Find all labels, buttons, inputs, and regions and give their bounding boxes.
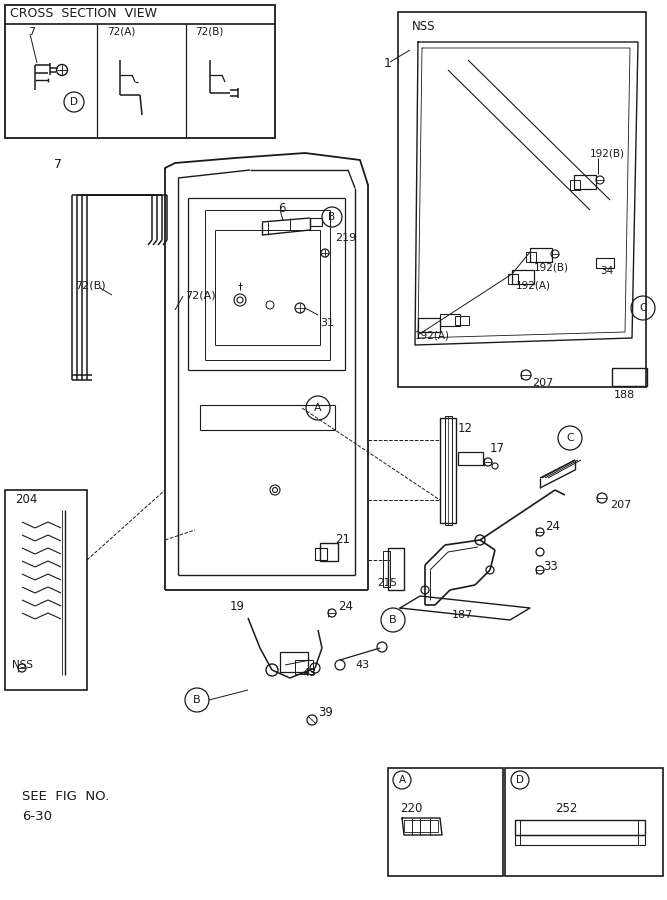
Text: 1: 1 <box>384 57 392 70</box>
Text: A: A <box>314 403 321 413</box>
Bar <box>418 318 440 332</box>
Bar <box>445 416 452 525</box>
Text: B: B <box>193 695 201 705</box>
Text: 24: 24 <box>338 600 353 613</box>
Text: 72(B): 72(B) <box>75 280 105 290</box>
Text: D: D <box>516 775 524 785</box>
Text: 204: 204 <box>15 493 37 506</box>
Bar <box>570 180 580 190</box>
Bar <box>388 548 404 590</box>
Text: 39: 39 <box>318 706 333 719</box>
Text: 192(B): 192(B) <box>590 148 625 158</box>
Text: 192(A): 192(A) <box>516 280 551 290</box>
Bar <box>512 270 534 284</box>
Text: 12: 12 <box>458 422 473 435</box>
Bar <box>388 768 503 876</box>
Bar <box>530 248 552 262</box>
Text: 220: 220 <box>400 802 422 815</box>
Text: 188: 188 <box>614 390 635 400</box>
Text: 192(B): 192(B) <box>534 262 569 272</box>
Text: 17: 17 <box>490 442 505 455</box>
Text: C: C <box>639 303 647 313</box>
Text: NSS: NSS <box>412 20 436 33</box>
Bar <box>280 652 308 672</box>
Bar <box>596 258 614 268</box>
Bar <box>526 252 536 262</box>
Bar <box>515 820 645 835</box>
Text: 252: 252 <box>555 802 578 815</box>
Text: 219: 219 <box>335 233 356 243</box>
Text: B: B <box>389 615 397 625</box>
Bar <box>383 551 390 587</box>
Text: D: D <box>70 97 78 107</box>
Text: C: C <box>566 433 574 443</box>
Bar <box>5 5 275 138</box>
Text: CROSS  SECTION  VIEW: CROSS SECTION VIEW <box>10 7 157 20</box>
Text: 72(A): 72(A) <box>107 27 135 37</box>
Text: 31: 31 <box>320 318 334 328</box>
Bar <box>612 368 647 386</box>
Bar <box>574 175 596 189</box>
Text: NSS: NSS <box>12 660 33 670</box>
Bar <box>440 314 460 326</box>
Text: 6: 6 <box>278 202 285 215</box>
Bar <box>5 490 87 690</box>
Text: 72(A): 72(A) <box>185 290 215 300</box>
Text: 33: 33 <box>543 560 558 573</box>
Text: 34: 34 <box>600 266 613 276</box>
Text: 7: 7 <box>28 27 35 37</box>
Bar <box>458 452 483 465</box>
Bar <box>398 12 646 387</box>
Text: 215: 215 <box>377 578 397 588</box>
Bar <box>455 316 469 325</box>
Text: A: A <box>398 775 406 785</box>
Text: 19: 19 <box>230 600 245 613</box>
Bar <box>315 548 327 560</box>
Text: 192(A): 192(A) <box>415 330 450 340</box>
Text: 207: 207 <box>532 378 553 388</box>
Text: 6-30: 6-30 <box>22 810 52 823</box>
Text: 43: 43 <box>355 660 369 670</box>
Bar <box>440 418 456 523</box>
Text: 72(B): 72(B) <box>195 27 223 37</box>
Bar <box>508 274 518 284</box>
Text: 24: 24 <box>545 520 560 533</box>
Text: SEE  FIG  NO.: SEE FIG NO. <box>22 790 109 803</box>
Bar <box>505 768 663 876</box>
Text: 187: 187 <box>452 610 474 620</box>
Text: 43: 43 <box>302 668 316 678</box>
Bar <box>515 835 645 845</box>
Text: 7: 7 <box>54 158 62 171</box>
Text: 21: 21 <box>335 533 350 546</box>
Bar <box>295 660 313 674</box>
Text: 207: 207 <box>610 500 631 510</box>
Text: B: B <box>328 212 336 222</box>
Bar <box>310 218 322 226</box>
Bar <box>320 543 338 561</box>
